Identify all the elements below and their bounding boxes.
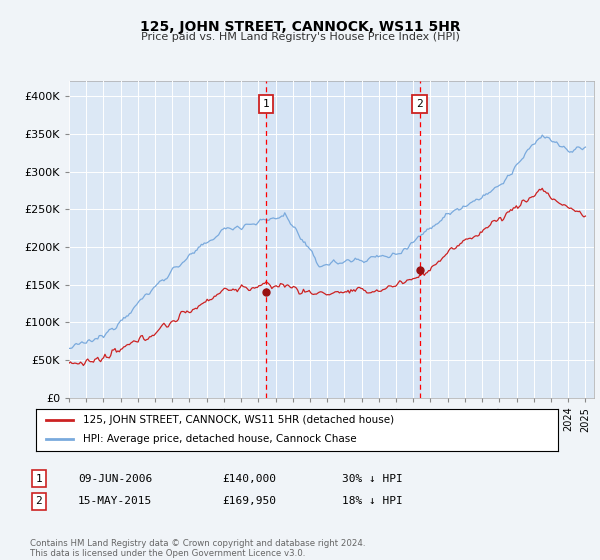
Text: Contains HM Land Registry data © Crown copyright and database right 2024.
This d: Contains HM Land Registry data © Crown c… <box>30 539 365 558</box>
Text: 2: 2 <box>416 99 423 109</box>
Text: Price paid vs. HM Land Registry's House Price Index (HPI): Price paid vs. HM Land Registry's House … <box>140 32 460 43</box>
Text: £169,950: £169,950 <box>222 496 276 506</box>
Text: 125, JOHN STREET, CANNOCK, WS11 5HR: 125, JOHN STREET, CANNOCK, WS11 5HR <box>140 20 460 34</box>
Text: 18% ↓ HPI: 18% ↓ HPI <box>342 496 403 506</box>
Text: 125, JOHN STREET, CANNOCK, WS11 5HR (detached house): 125, JOHN STREET, CANNOCK, WS11 5HR (det… <box>83 415 394 425</box>
Text: 09-JUN-2006: 09-JUN-2006 <box>78 474 152 484</box>
Text: £140,000: £140,000 <box>222 474 276 484</box>
Text: 2: 2 <box>35 496 43 506</box>
Text: 15-MAY-2015: 15-MAY-2015 <box>78 496 152 506</box>
Text: 1: 1 <box>263 99 269 109</box>
Text: 1: 1 <box>35 474 43 484</box>
Bar <box>266 81 419 398</box>
Text: 30% ↓ HPI: 30% ↓ HPI <box>342 474 403 484</box>
Text: HPI: Average price, detached house, Cannock Chase: HPI: Average price, detached house, Cann… <box>83 435 356 445</box>
